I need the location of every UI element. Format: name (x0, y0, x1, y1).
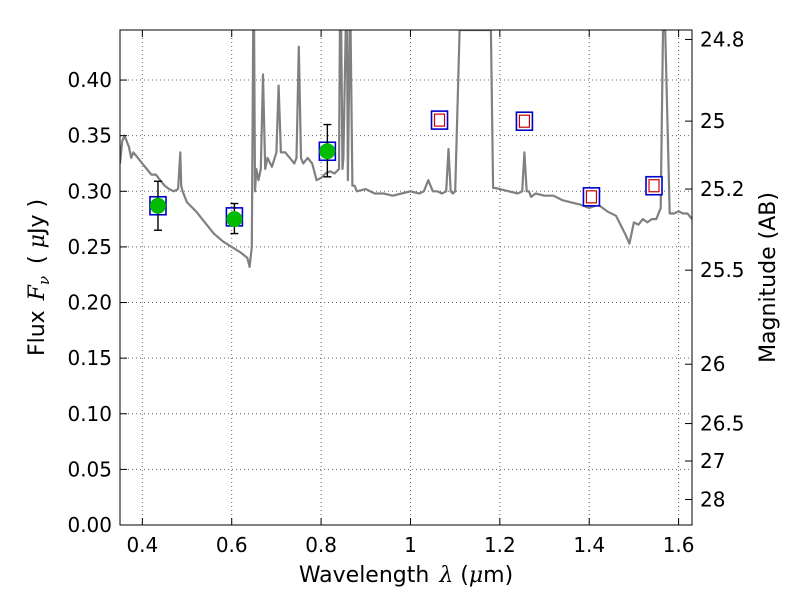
x-axis-label-text: Wavelength (299, 563, 430, 588)
y-tick-label: 0.35 (67, 124, 112, 148)
photometry-points (149, 110, 663, 235)
x-tick-label: 0.8 (305, 533, 337, 557)
y-axis-label: Flux Fν ( μJy ) (25, 199, 53, 356)
mag-tick-label: 24.8 (700, 27, 745, 51)
y-tick-label: 0.00 (67, 513, 112, 537)
x-tick-label: 0.6 (216, 533, 248, 557)
y-axis-label-unit-rest: Jy ) (25, 199, 50, 236)
observed-point (226, 211, 243, 228)
x-axis-label-symbol: λ (438, 563, 453, 588)
mag-tick-label: 26 (700, 352, 725, 376)
observed-point (149, 197, 166, 214)
y-axis-label-symbol: F (25, 284, 50, 301)
y-tick-label: 0.40 (67, 68, 112, 92)
plot-frame (119, 29, 693, 526)
x-axis-label-unit-rest: m) (483, 563, 513, 588)
grid (120, 30, 692, 526)
mag-tick-label: 25.5 (700, 258, 745, 282)
y-axis-label-text: Flux (25, 310, 50, 356)
mag-tick-label: 27 (700, 449, 725, 473)
model-spectrum (120, 30, 692, 268)
y-tick-label: 0.15 (67, 346, 112, 370)
model-photometry-box-inner (518, 114, 531, 128)
mag-tick-label: 25 (700, 109, 725, 133)
axis-ticks: 0.4 0.6 0.8 1 1.2 1.4 1.6 0.00 0.05 0.10 0.15 0.20 0… (67, 27, 744, 557)
model-spectrum-line (120, 30, 692, 268)
y2-axis-label: Magnitude (AB) (756, 192, 781, 363)
y-tick-label: 0.05 (67, 457, 112, 481)
x-tick-label: 1.4 (573, 533, 605, 557)
mag-tick-label: 28 (700, 488, 725, 512)
y-tick-label: 0.10 (67, 402, 112, 426)
y-tick-label: 0.20 (67, 291, 112, 315)
y-axis-label-sub: ν (35, 276, 53, 285)
model-photometry-box-inner (433, 113, 446, 127)
model-photometry-box-inner (585, 190, 598, 204)
x-tick-label: 1.6 (663, 533, 695, 557)
x-tick-label: 1 (404, 533, 417, 557)
mag-tick-label: 25.2 (700, 177, 745, 201)
y-axis-label-unit-open: ( (25, 248, 50, 264)
x-axis-label-unit-mu: μ (469, 563, 483, 588)
x-tick-label: 1.2 (484, 533, 516, 557)
mag-tick-label: 26.5 (700, 412, 745, 436)
x-axis-label-unit-open: ( (453, 563, 469, 588)
y-tick-label: 0.25 (67, 235, 112, 259)
x-tick-label: 0.4 (126, 533, 158, 557)
y-tick-label: 0.30 (67, 179, 112, 203)
observed-point (319, 143, 336, 160)
y-axis-label-unit-mu: μ (25, 234, 50, 248)
x-axis-label: Wavelength λ (μm) (299, 563, 513, 588)
model-photometry-box-inner (648, 179, 660, 193)
